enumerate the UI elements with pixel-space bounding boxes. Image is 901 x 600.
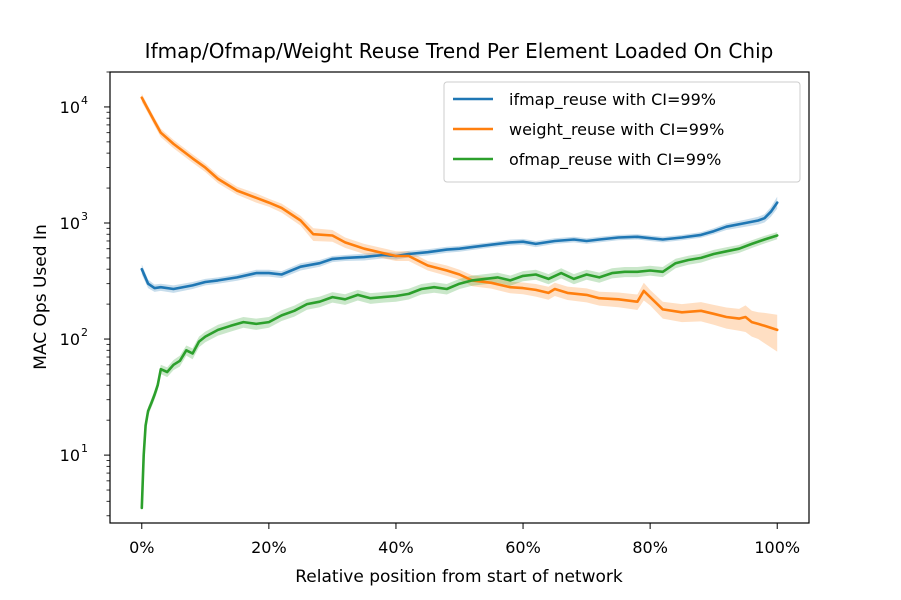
y-axis-label: MAC Ops Used In: [31, 224, 51, 369]
y-tick-label: 10: [60, 214, 80, 233]
ifmap-reuse-line: [140, 201, 779, 291]
x-tick-label: 0%: [129, 538, 154, 557]
x-tick-label: 40%: [378, 538, 414, 557]
y-tick-exponent: 2: [81, 326, 88, 339]
y-tick-exponent: 1: [81, 442, 88, 455]
x-tick-label: 20%: [251, 538, 287, 557]
x-tick-label: 80%: [632, 538, 668, 557]
ifmap-reuse-legend-label: ifmap_reuse with CI=99%: [509, 90, 716, 110]
x-tick-label: 60%: [505, 538, 541, 557]
y-tick-label: 10: [60, 330, 80, 349]
weight-reuse-legend-label: weight_reuse with CI=99%: [509, 120, 724, 140]
ofmap-reuse-legend-label: ofmap_reuse with CI=99%: [509, 150, 721, 170]
y-tick-exponent: 4: [81, 94, 88, 107]
legend-box: [443, 81, 801, 183]
legend: ifmap_reuse with CI=99% weight_reuse with…: [443, 81, 801, 183]
plot-frame: [109, 71, 810, 524]
chart-title: Ifmap/Ofmap/Weight Reuse Trend Per Eleme…: [145, 39, 774, 63]
weight-reuse-line: [140, 96, 779, 332]
y-tick-exponent: 3: [81, 210, 88, 223]
ofmap-reuse-ci-band: [141, 232, 778, 511]
x-axis: 0% 20% 40% 60% 80% 100%: [129, 523, 800, 557]
series-lines: [140, 96, 779, 510]
ifmap-reuse-ci-band: [141, 196, 778, 293]
y-tick-label: 10: [60, 446, 80, 465]
confidence-bands: [141, 93, 778, 511]
x-axis-label: Relative position from start of network: [295, 567, 623, 587]
y-tick-label: 10: [60, 98, 80, 117]
ofmap-reuse-line: [140, 234, 779, 510]
x-tick-label: 100%: [754, 538, 800, 557]
